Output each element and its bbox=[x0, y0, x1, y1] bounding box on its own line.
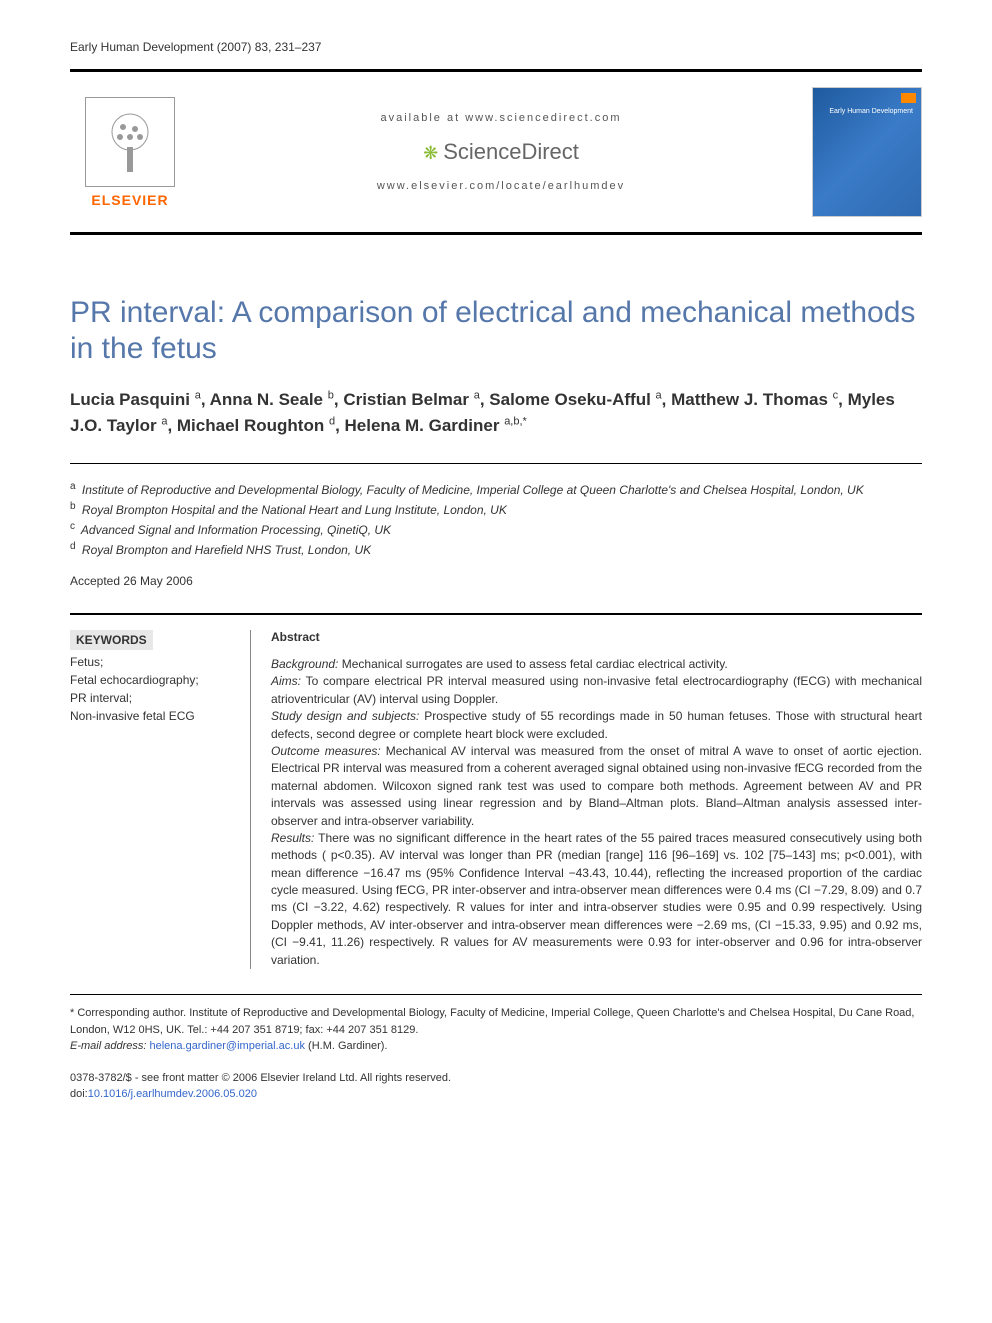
elsevier-logo-block: ELSEVIER bbox=[70, 97, 190, 208]
outcome-label: Outcome measures: bbox=[271, 744, 381, 758]
available-at-text: available at www.sciencedirect.com bbox=[190, 112, 812, 124]
sciencedirect-logo: ❋ScienceDirect bbox=[190, 139, 812, 165]
main-content-box: KEYWORDS Fetus;Fetal echocardiography;PR… bbox=[70, 613, 922, 969]
background-label: Background: bbox=[271, 657, 338, 671]
elsevier-label: ELSEVIER bbox=[91, 192, 168, 208]
cover-title-text: Early Human Development bbox=[829, 108, 913, 115]
separator-rule bbox=[70, 463, 922, 464]
background-text: Mechanical surrogates are used to assess… bbox=[342, 657, 728, 671]
elsevier-tree-icon bbox=[85, 97, 175, 187]
author-list: Lucia Pasquini a, Anna N. Seale b, Crist… bbox=[70, 387, 922, 438]
journal-citation: Early Human Development (2007) 83, 231–2… bbox=[70, 40, 922, 54]
corresponding-author-note: * Corresponding author. Institute of Rep… bbox=[70, 1005, 922, 1038]
copyright-block: 0378-3782/$ - see front matter © 2006 El… bbox=[70, 1070, 922, 1103]
doi-label: doi: bbox=[70, 1088, 88, 1100]
corresponding-email-link[interactable]: helena.gardiner@imperial.ac.uk bbox=[149, 1040, 304, 1052]
sciencedirect-text: ScienceDirect bbox=[443, 139, 579, 164]
abstract-heading: Abstract bbox=[271, 630, 922, 644]
journal-cover-thumbnail: Early Human Development bbox=[812, 87, 922, 217]
results-label: Results: bbox=[271, 831, 314, 845]
keywords-heading: KEYWORDS bbox=[70, 630, 153, 650]
aims-text: To compare electrical PR interval measur… bbox=[271, 674, 922, 705]
abstract-column: Abstract Background: Mechanical surrogat… bbox=[250, 630, 922, 969]
abstract-body: Background: Mechanical surrogates are us… bbox=[271, 656, 922, 969]
article-title: PR interval: A comparison of electrical … bbox=[70, 295, 922, 367]
accepted-date: Accepted 26 May 2006 bbox=[70, 574, 922, 588]
copyright-line: 0378-3782/$ - see front matter © 2006 El… bbox=[70, 1070, 922, 1087]
footnotes-block: * Corresponding author. Institute of Rep… bbox=[70, 994, 922, 1055]
email-label: E-mail address: bbox=[70, 1040, 146, 1052]
banner-center: available at www.sciencedirect.com ❋Scie… bbox=[190, 112, 812, 192]
affiliation-item: b Royal Brompton Hospital and the Nation… bbox=[70, 499, 922, 519]
design-label: Study design and subjects: bbox=[271, 709, 419, 723]
affiliation-item: d Royal Brompton and Harefield NHS Trust… bbox=[70, 539, 922, 559]
doi-link[interactable]: 10.1016/j.earlhumdev.2006.05.020 bbox=[88, 1088, 257, 1100]
sciencedirect-icon: ❋ bbox=[423, 143, 438, 163]
keywords-list: Fetus;Fetal echocardiography;PR interval… bbox=[70, 653, 230, 725]
affiliation-item: c Advanced Signal and Information Proces… bbox=[70, 519, 922, 539]
journal-url: www.elsevier.com/locate/earlhumdev bbox=[190, 180, 812, 192]
keywords-column: KEYWORDS Fetus;Fetal echocardiography;PR… bbox=[70, 630, 250, 969]
publisher-banner: ELSEVIER available at www.sciencedirect.… bbox=[70, 69, 922, 235]
affiliations-block: a Institute of Reproductive and Developm… bbox=[70, 479, 922, 559]
affiliation-item: a Institute of Reproductive and Developm… bbox=[70, 479, 922, 499]
email-suffix: (H.M. Gardiner). bbox=[308, 1040, 387, 1052]
results-text: There was no significant difference in t… bbox=[271, 831, 922, 967]
aims-label: Aims: bbox=[271, 674, 301, 688]
